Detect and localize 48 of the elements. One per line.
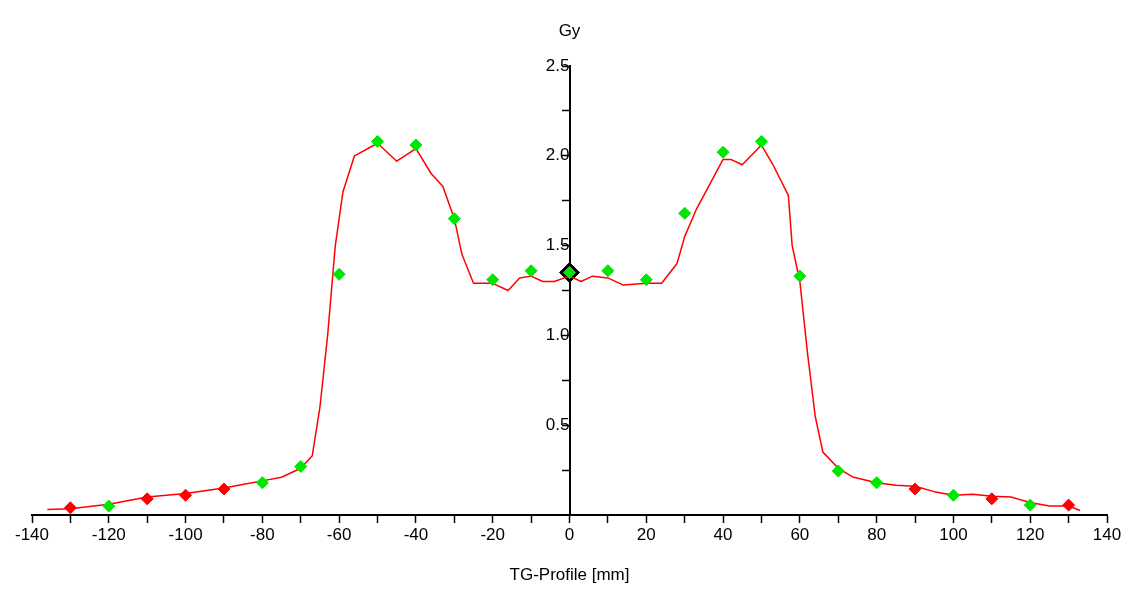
x-tick-label: -60 (326, 524, 352, 544)
x-tick-label: -40 (403, 524, 429, 544)
point (371, 134, 385, 148)
x-tick-label: 0 (564, 524, 575, 544)
x-tick-label: -80 (250, 524, 275, 544)
point (678, 206, 692, 220)
point (447, 212, 461, 226)
point (524, 264, 538, 278)
x-tick-label: 20 (636, 524, 656, 544)
y-axis-title: Gy (558, 21, 581, 41)
point (140, 492, 154, 506)
point (946, 488, 960, 502)
point (332, 267, 346, 281)
point (601, 264, 615, 278)
point (486, 273, 500, 287)
point (716, 145, 730, 159)
y-tick-label: 2.0 (545, 145, 570, 165)
y-tick-label: 1.0 (545, 325, 570, 345)
point (255, 476, 269, 490)
x-tick-label: 60 (790, 524, 810, 544)
point (793, 269, 807, 283)
x-tick-label: -20 (480, 524, 505, 544)
x-tick-label: 80 (867, 524, 887, 544)
point (870, 476, 884, 490)
x-tick-label: 140 (1092, 524, 1122, 544)
point (639, 273, 653, 287)
x-tick-label: -100 (168, 524, 203, 544)
point (908, 482, 922, 496)
point (102, 499, 116, 513)
y-tick-label: 2.5 (545, 55, 570, 75)
x-axis-title: TG-Profile [mm] (509, 565, 630, 585)
x-tick-label: 100 (939, 524, 968, 544)
point (831, 464, 845, 478)
point (63, 501, 77, 515)
y-tick-label: 1.5 (545, 235, 570, 255)
point (179, 488, 193, 502)
point (754, 134, 768, 148)
x-tick-label: 120 (1016, 524, 1045, 544)
point (1023, 498, 1037, 512)
x-tick-label: -140 (14, 524, 50, 544)
point (1062, 498, 1076, 512)
x-tick-label: -120 (91, 524, 126, 544)
x-tick-label: 40 (713, 524, 733, 544)
point (409, 138, 423, 152)
point (985, 492, 999, 506)
point (294, 460, 308, 474)
y-tick-label: 0.5 (545, 414, 570, 434)
point (217, 482, 231, 496)
